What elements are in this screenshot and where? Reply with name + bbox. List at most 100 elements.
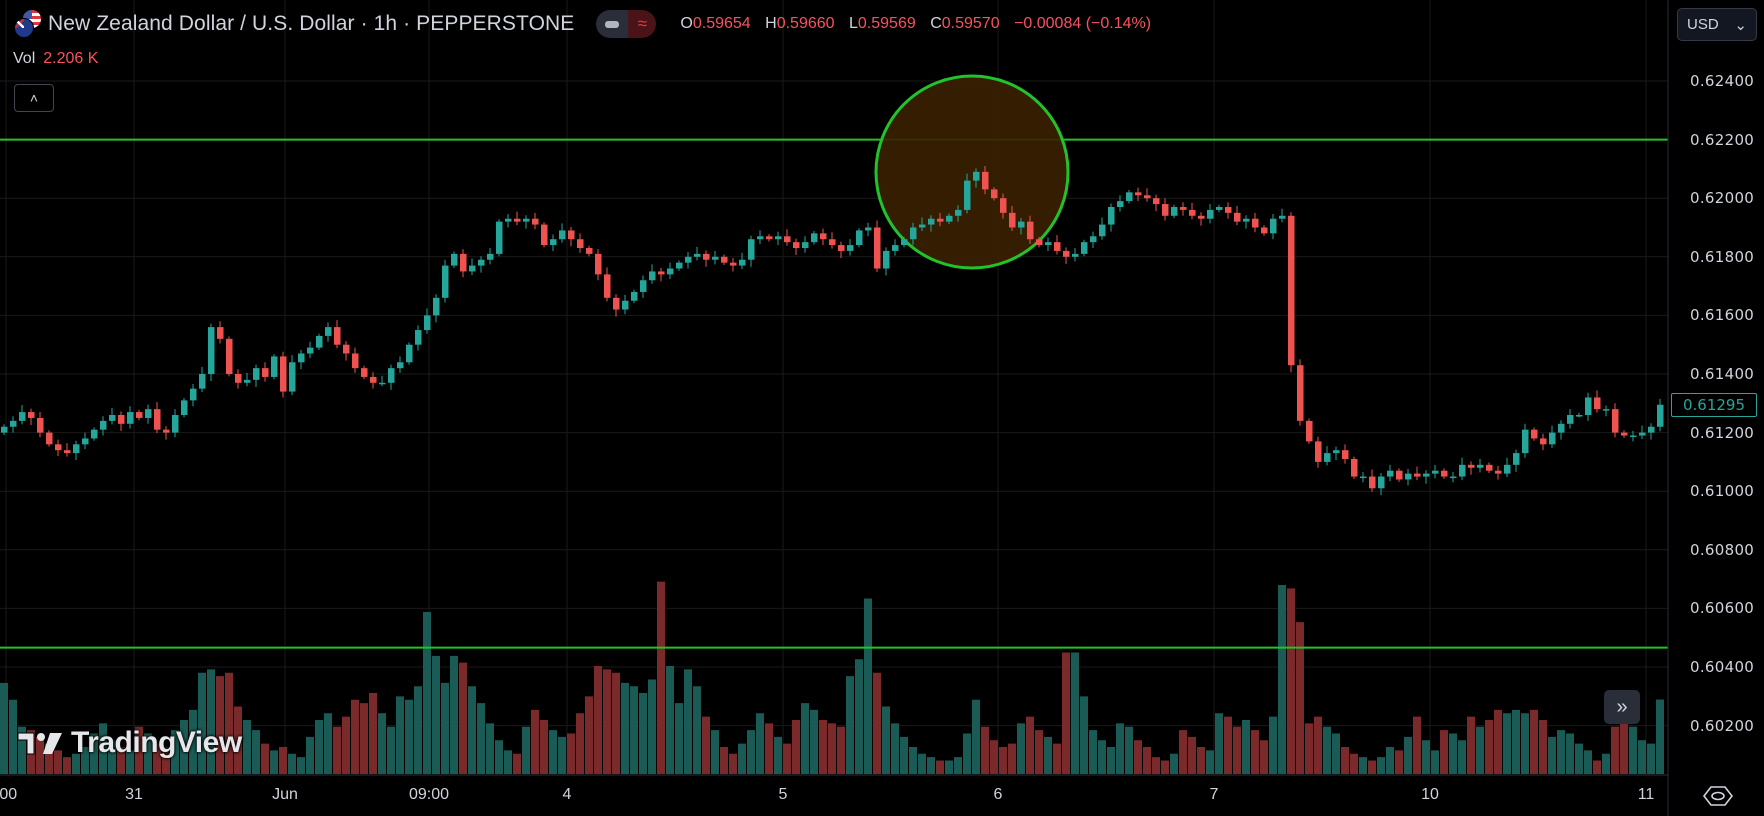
- volume-bar: [1548, 736, 1556, 774]
- time-tick-label: 4: [562, 786, 572, 803]
- candle: [442, 259, 449, 303]
- candle: [874, 220, 881, 273]
- candle-body: [1531, 429, 1538, 439]
- candle-body: [505, 218, 512, 222]
- candle-body: [1027, 221, 1034, 240]
- candle-body: [253, 368, 260, 380]
- candle: [1144, 188, 1151, 202]
- volume-bar: [801, 703, 809, 774]
- time-tick-label: 09:00: [408, 786, 450, 803]
- candle-body: [1603, 409, 1610, 411]
- eye-settings-icon[interactable]: [1700, 783, 1736, 809]
- candle: [46, 430, 53, 447]
- volume-bar: [936, 760, 944, 774]
- volume-bar: [405, 699, 413, 774]
- candle-body: [838, 245, 845, 251]
- candle: [964, 173, 971, 214]
- candle-body: [1441, 470, 1448, 477]
- scroll-to-realtime-button[interactable]: »: [1604, 690, 1640, 724]
- candle-body: [1333, 450, 1340, 454]
- candle-body: [19, 412, 26, 421]
- candle: [1216, 204, 1223, 213]
- volume-bar: [1350, 753, 1358, 774]
- volume-bar: [1188, 736, 1196, 774]
- volume-bar: [1287, 588, 1295, 774]
- volume-bar: [270, 750, 278, 774]
- candle: [235, 369, 242, 389]
- highlight-circle-shape: [874, 74, 1070, 270]
- double-chevron-right-icon: »: [1616, 695, 1628, 718]
- candle: [1324, 446, 1331, 466]
- candle-body: [829, 239, 836, 246]
- volume-bar: [981, 726, 989, 774]
- currency-select[interactable]: USD ⌄: [1677, 8, 1757, 41]
- volume-bar: [828, 723, 836, 774]
- price-tick-label: 0.60600: [1690, 599, 1755, 618]
- volume-bar: [1431, 750, 1439, 774]
- candle: [1405, 468, 1412, 486]
- volume-bar: [1602, 753, 1610, 774]
- volume-bar: [342, 716, 350, 774]
- candle-body: [64, 450, 71, 454]
- collapse-legend-button[interactable]: ˄: [14, 84, 54, 112]
- volume-bar: [1215, 713, 1223, 774]
- candle-body: [1513, 453, 1520, 465]
- candle-body: [28, 412, 35, 418]
- candle-body: [775, 236, 782, 240]
- candle-body: [1459, 464, 1466, 477]
- volume-bar: [837, 726, 845, 774]
- volume-bar: [1458, 740, 1466, 774]
- volume-bar: [1512, 709, 1520, 774]
- candle-body: [523, 218, 530, 222]
- volume-bar: [1062, 652, 1070, 774]
- candle-body: [577, 239, 584, 249]
- candle-body: [334, 327, 341, 345]
- candle-body: [127, 412, 134, 424]
- candle: [784, 229, 791, 246]
- candle-body: [892, 245, 899, 251]
- currency-flags[interactable]: [12, 9, 42, 39]
- candle-body: [1072, 253, 1079, 257]
- candle: [334, 320, 341, 349]
- candle-body: [622, 300, 629, 310]
- candle-body: [199, 374, 206, 389]
- candle-body: [1261, 227, 1268, 234]
- candle: [208, 323, 215, 382]
- symbol-title[interactable]: New Zealand Dollar / U.S. Dollar · 1h · …: [48, 12, 575, 35]
- candle: [1180, 202, 1187, 216]
- candle-body: [712, 256, 719, 260]
- volume-bar: [567, 733, 575, 774]
- candle-body: [757, 236, 764, 240]
- candle: [613, 294, 620, 317]
- candle: [343, 341, 350, 361]
- chevron-up-icon: ˄: [29, 90, 39, 106]
- candle-body: [1153, 198, 1160, 205]
- volume-legend[interactable]: Vol 2.206 K: [13, 50, 98, 68]
- candle-body: [424, 315, 431, 331]
- candle-body: [1108, 206, 1115, 225]
- volume-bar: [1467, 716, 1475, 774]
- candle-body: [667, 268, 674, 275]
- chevron-down-icon: ⌄: [1734, 16, 1747, 34]
- tradingview-logo[interactable]: TradingView: [17, 726, 242, 760]
- candle-body: [1504, 464, 1511, 474]
- candle-body: [973, 171, 980, 181]
- candle-body: [262, 368, 269, 377]
- candle-body: [1486, 464, 1493, 471]
- volume-bar: [63, 757, 71, 774]
- candle: [712, 250, 719, 265]
- market-status-pill[interactable]: ≈: [596, 10, 657, 38]
- candle: [1099, 217, 1106, 240]
- close-label: C: [930, 15, 942, 32]
- candle: [154, 402, 161, 434]
- candle-body: [1657, 404, 1664, 427]
- volume-bar: [387, 726, 395, 774]
- volume-bar: [189, 709, 197, 774]
- candle: [883, 247, 890, 276]
- candle: [1054, 235, 1061, 255]
- time-tick-label: 10: [1421, 786, 1439, 803]
- volume-bar: [243, 720, 251, 774]
- candle: [1540, 433, 1547, 451]
- candle: [820, 228, 827, 246]
